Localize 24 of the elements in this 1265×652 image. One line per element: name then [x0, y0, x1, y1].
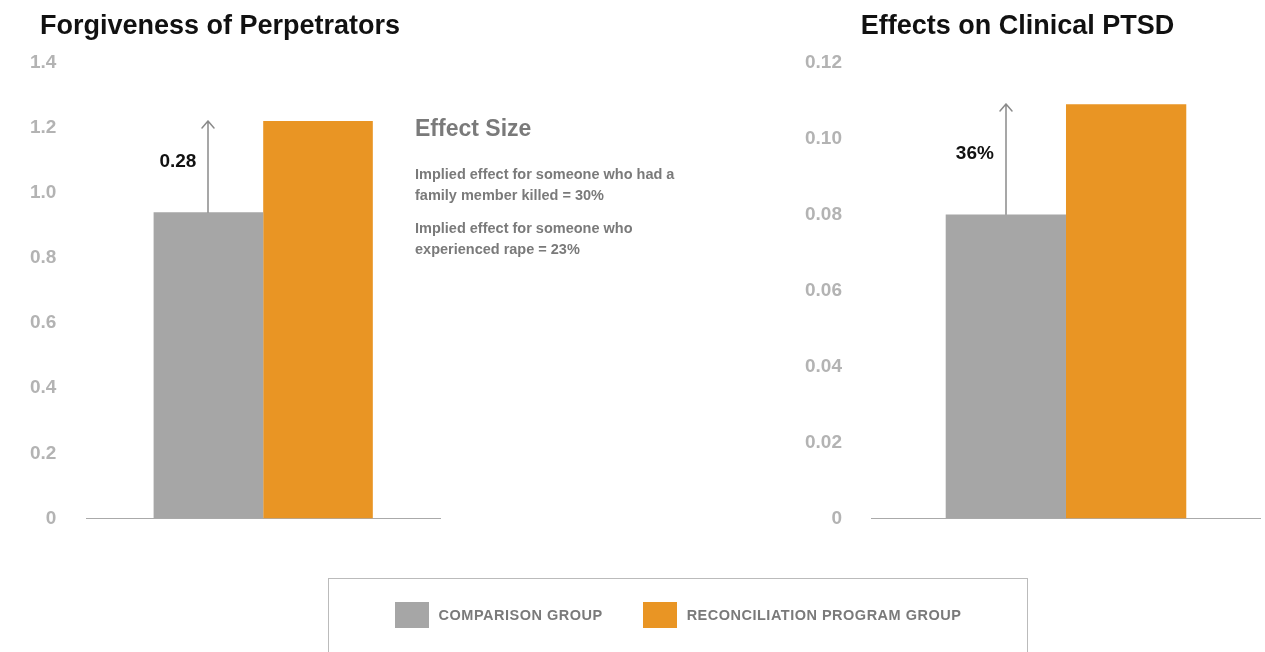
y-tick-label: 1.0	[29, 180, 57, 202]
chart-title: Effects on Clinical PTSD	[860, 9, 1175, 40]
y-tick-label: 0.02	[805, 430, 842, 452]
y-tick-label: 0.04	[805, 354, 843, 376]
y-tick-label: 0.12	[805, 50, 842, 72]
y-tick-label: 0.10	[805, 126, 842, 148]
annotation: Effect Size	[415, 115, 533, 142]
y-tick-label: 0.2	[29, 441, 57, 463]
chart-title: Forgiveness of Perpetrators	[39, 9, 401, 40]
annotation: 0.28	[159, 150, 197, 172]
y-tick-label: 0	[45, 506, 57, 528]
y-tick-label: 1.4	[29, 50, 57, 72]
annotation: Implied effect for someone who experienced rape = 23%	[415, 219, 634, 259]
annotation: 36%	[955, 142, 994, 164]
y-tick-label: 0.4	[29, 376, 57, 398]
y-tick-label: 0.6	[29, 311, 57, 333]
legend-label: RECONCILIATION PROGRAM GROUP	[686, 607, 962, 623]
y-tick-label: 0.8	[29, 246, 57, 268]
y-tick-label: 1.2	[29, 115, 57, 137]
legend-label: COMPARISON GROUP	[438, 607, 603, 623]
y-tick-label: 0	[831, 506, 842, 528]
y-tick-label: 0.08	[805, 202, 842, 224]
annotation: Implied effect for someone who had a family member killed = 30%	[415, 165, 675, 205]
y-tick-label: 0.06	[805, 278, 842, 300]
